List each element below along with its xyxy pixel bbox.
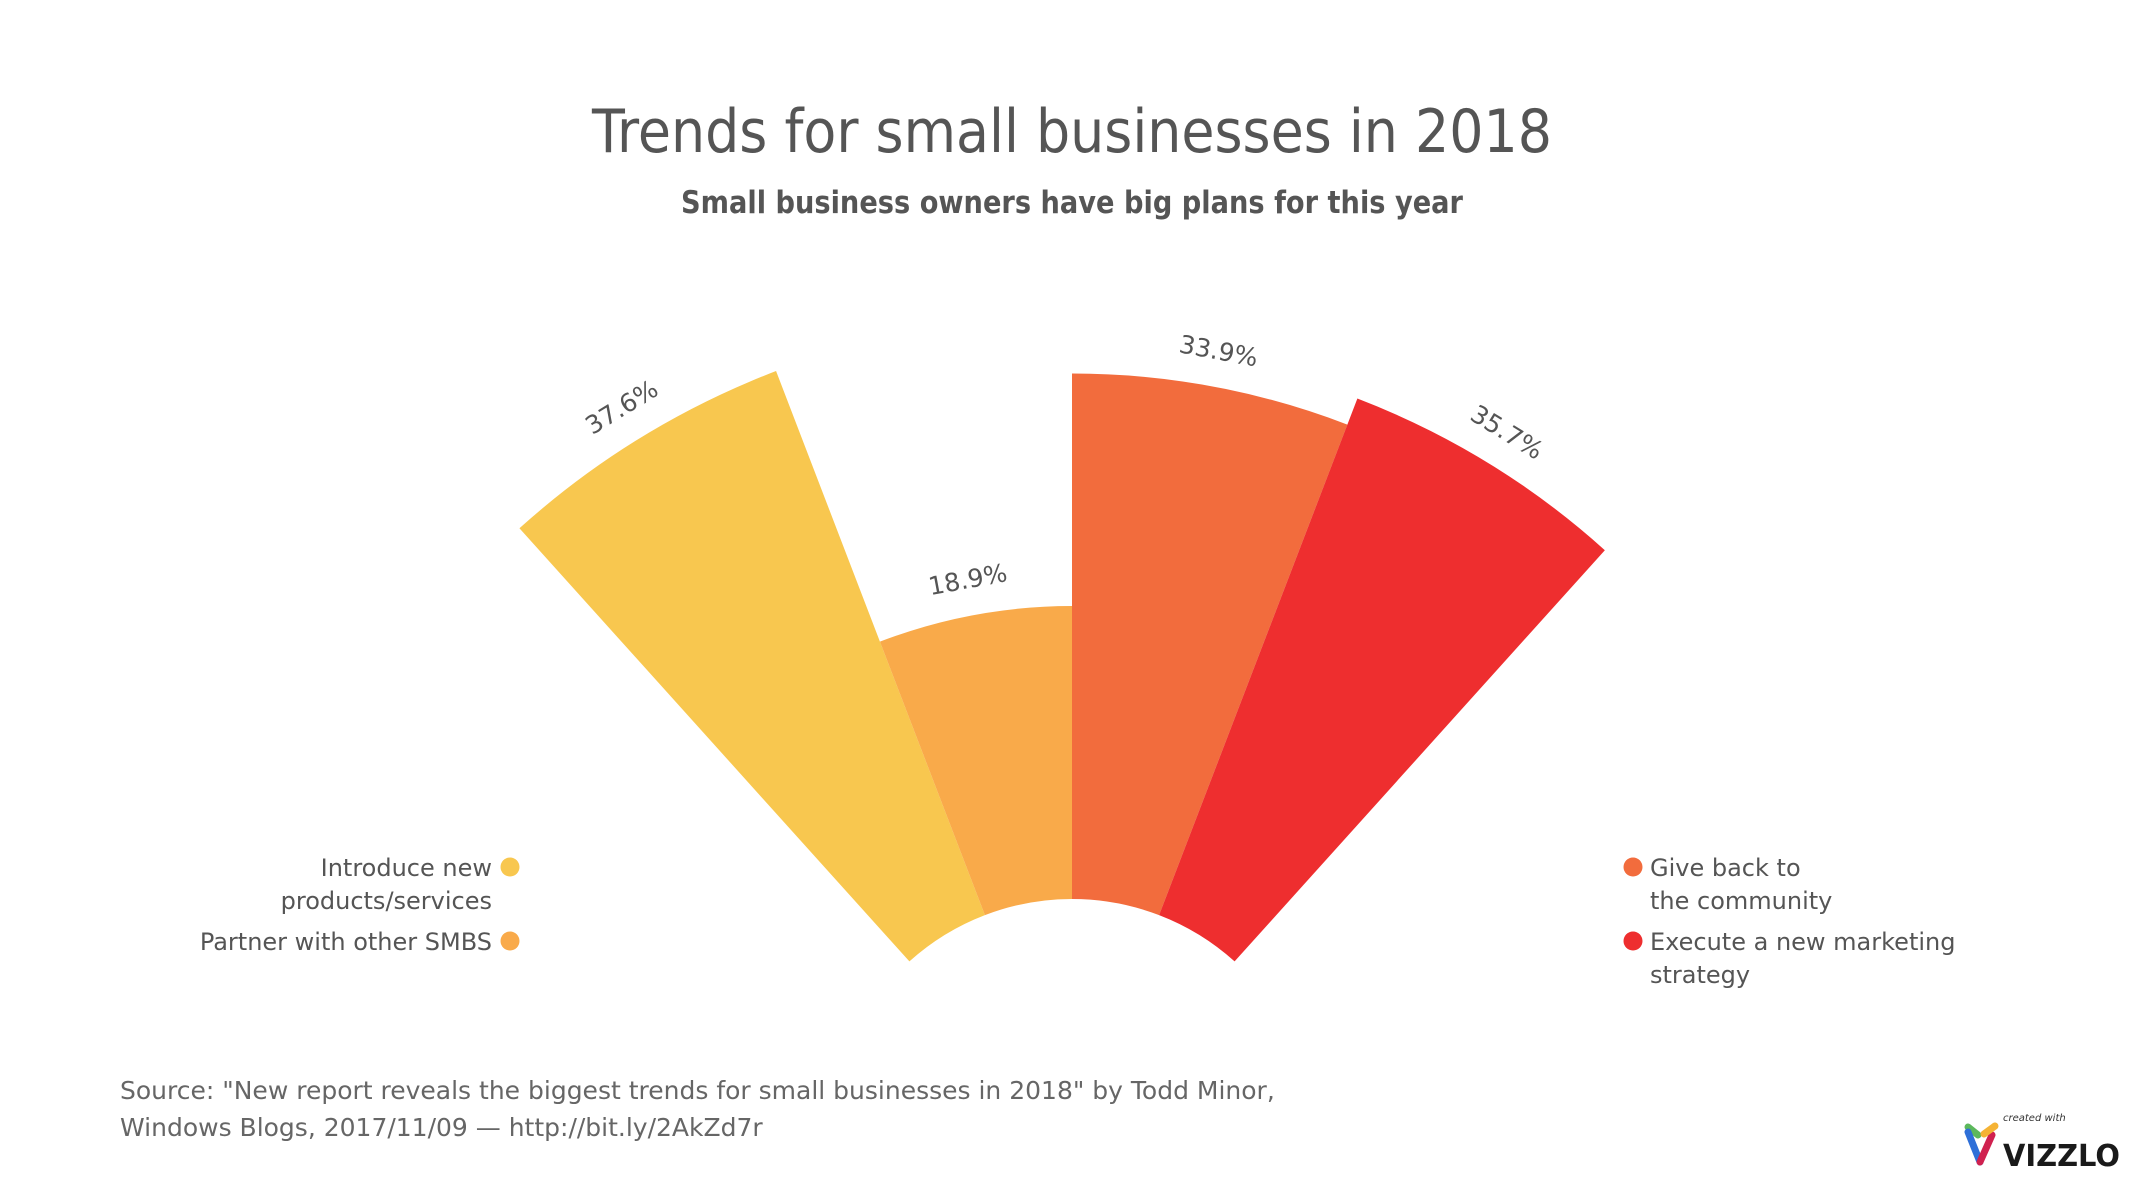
chart-subtitle: Small business owners have big plans for… — [681, 185, 1464, 221]
legend-label: Give back to — [1650, 854, 1801, 882]
legend-dot — [1623, 857, 1643, 877]
value-label: 18.9% — [926, 558, 1009, 601]
legend-label: Execute a new marketing — [1650, 928, 1955, 956]
legend-label: products/services — [281, 887, 492, 915]
legend-label: Partner with other SMBS — [200, 928, 492, 956]
value-label: 37.6% — [580, 374, 663, 440]
legend-dot — [500, 931, 520, 951]
legend-dot — [1623, 931, 1643, 951]
sector-3 — [1072, 373, 1348, 916]
legend-label: strategy — [1650, 961, 1750, 989]
legend-label: Introduce new — [321, 854, 492, 882]
sector-4 — [1159, 398, 1605, 962]
sector-1 — [519, 371, 985, 962]
legend-left: Introduce new products/services Partner … — [200, 854, 520, 956]
value-label: 35.7% — [1465, 399, 1548, 465]
legend-dot — [500, 857, 520, 877]
vizzlo-logo: created with VIZZLO — [1964, 1113, 2120, 1174]
value-label: 33.9% — [1177, 330, 1260, 373]
sector-2 — [879, 606, 1072, 916]
vizzlo-logo-icon — [1964, 1122, 1999, 1166]
chart-title: Trends for small businesses in 2018 — [591, 97, 1552, 167]
logo-small-text: created with — [2003, 1113, 2066, 1124]
source-line-1: Source: "New report reveals the biggest … — [120, 1076, 1275, 1105]
legend-label: the community — [1650, 887, 1832, 915]
source-line-2: Windows Blogs, 2017/11/09 — http://bit.l… — [120, 1113, 763, 1142]
legend-right: Give back to the community Execute a new… — [1623, 854, 1955, 989]
sectors — [519, 371, 1605, 962]
logo-text: VIZZLO — [2003, 1139, 2120, 1174]
